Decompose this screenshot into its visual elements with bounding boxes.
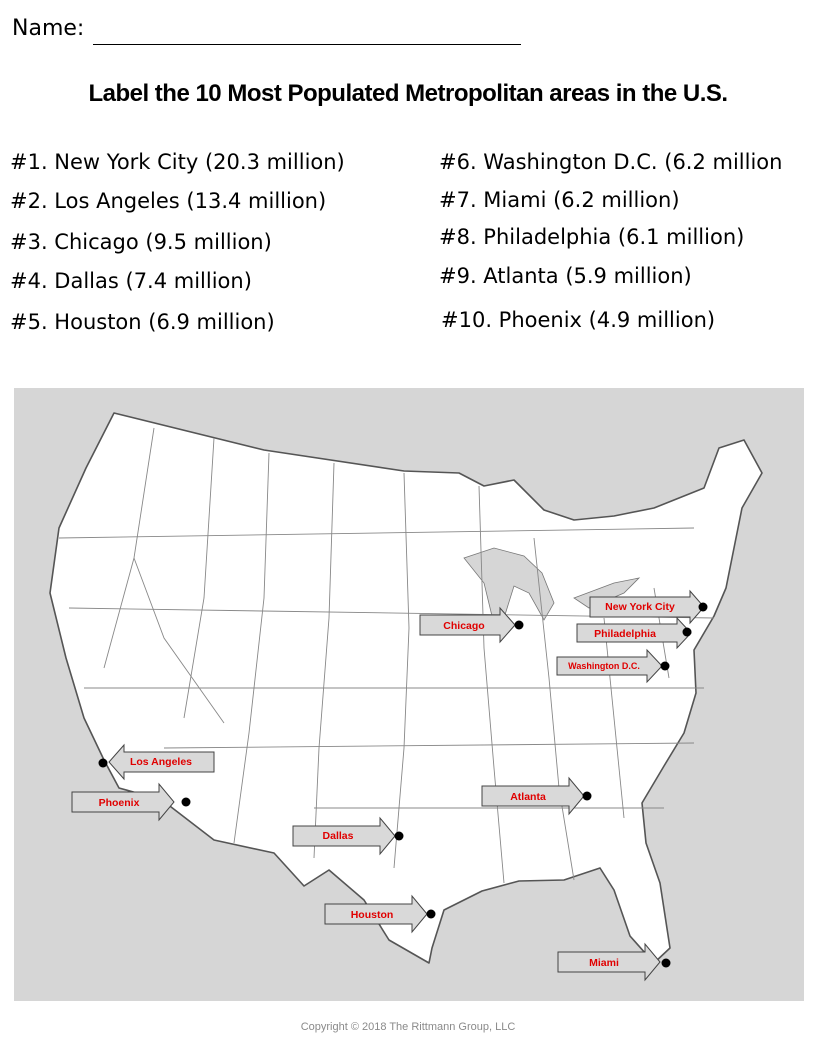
map-marker-los-angeles: Los Angeles (98, 743, 215, 781)
city-dot-atlanta (582, 791, 592, 801)
arrow-los-angeles (108, 743, 215, 781)
city-dot-washington-dc (660, 661, 670, 671)
arrow-philadelphia (576, 616, 692, 650)
map-marker-washington-dc: Washington D.C. (556, 648, 670, 684)
arrow-chicago (419, 606, 516, 644)
rank-9: #9. Atlanta (5.9 million) (439, 264, 692, 288)
map-marker-atlanta: Atlanta (481, 776, 592, 816)
map-label-philadelphia: Philadelphia (594, 628, 656, 640)
city-dot-miami (661, 958, 671, 968)
name-field-line[interactable] (93, 44, 521, 45)
map-label-dallas: Dallas (323, 830, 354, 842)
rank-7: #7. Miami (6.2 million) (439, 188, 680, 212)
rank-3: #3. Chicago (9.5 million) (10, 230, 272, 254)
map-label-new-york-city: New York City (605, 601, 675, 613)
map-label-phoenix: Phoenix (99, 797, 140, 809)
map-marker-philadelphia: Philadelphia (576, 616, 692, 650)
great-lakes (463, 547, 555, 621)
map-marker-chicago: Chicago (419, 606, 524, 644)
map-label-chicago: Chicago (443, 620, 484, 632)
arrow-houston (324, 894, 428, 934)
us-map: New York City Philadelphia Washington D.… (14, 388, 804, 1001)
worksheet-title: Label the 10 Most Populated Metropolitan… (88, 80, 728, 107)
city-dot-new-york-city (698, 602, 708, 612)
rank-5: #5. Houston (6.9 million) (10, 310, 275, 334)
city-dot-dallas (394, 831, 404, 841)
map-label-washington-dc: Washington D.C. (568, 661, 640, 671)
map-label-miami: Miami (589, 957, 619, 969)
rank-8: #8. Philadelphia (6.1 million) (439, 225, 745, 249)
map-marker-dallas: Dallas (292, 816, 404, 856)
map-marker-houston: Houston (324, 894, 436, 934)
arrow-washington-dc (556, 648, 663, 684)
city-dot-philadelphia (682, 627, 692, 637)
us-map-svg: New York City Philadelphia Washington D.… (49, 412, 763, 982)
map-label-los-angeles: Los Angeles (130, 756, 192, 768)
rank-4: #4. Dallas (7.4 million) (10, 269, 252, 293)
map-label-houston: Houston (351, 909, 394, 921)
rank-10: #10. Phoenix (4.9 million) (441, 308, 716, 332)
arrow-phoenix (71, 782, 175, 822)
map-marker-new-york-city: New York City (589, 589, 708, 625)
name-label: Name: (12, 16, 85, 41)
copyright: Copyright © 2018 The Rittmann Group, LLC (300, 1021, 516, 1033)
city-dot-chicago (514, 620, 524, 630)
map-marker-miami: Miami (557, 942, 671, 982)
rank-6: #6. Washington D.C. (6.2 million (439, 150, 783, 174)
arrow-atlanta (481, 776, 585, 816)
city-dot-phoenix (181, 797, 191, 807)
map-label-atlanta: Atlanta (510, 791, 546, 803)
arrow-dallas (292, 816, 396, 856)
arrow-new-york-city (589, 589, 705, 625)
city-dot-houston (426, 909, 436, 919)
map-marker-phoenix: Phoenix (71, 782, 191, 822)
rank-1: #1. New York City (20.3 million) (10, 150, 345, 174)
arrow-miami (557, 942, 661, 982)
city-dot-los-angeles (98, 758, 108, 768)
rank-2: #2. Los Angeles (13.4 million) (10, 189, 327, 213)
